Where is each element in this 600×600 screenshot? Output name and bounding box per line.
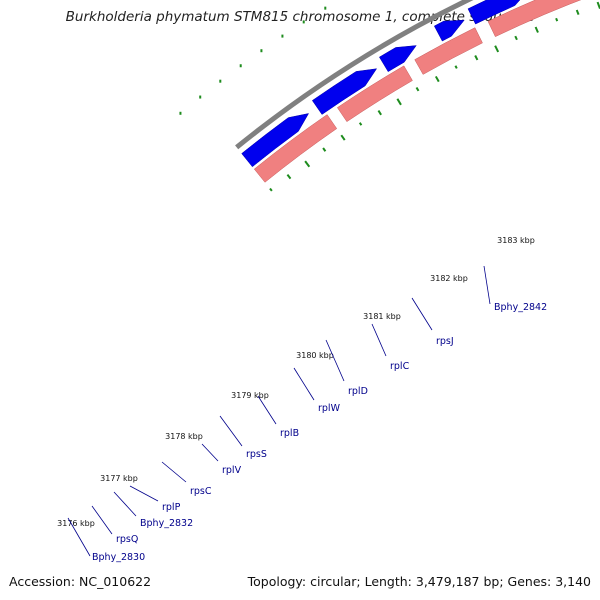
- gc-skew-mark: [454, 65, 458, 69]
- gc-skew-mark: [494, 45, 500, 53]
- gc-skew-mark: [286, 174, 292, 180]
- cds-feature: [379, 45, 417, 73]
- gc-skew-mark: [322, 147, 327, 152]
- cds-feature: [467, 0, 521, 25]
- cds-feature: [433, 19, 465, 42]
- gene-label-leader: [371, 323, 387, 357]
- tick-label: 3176 kbp: [57, 519, 95, 528]
- gene-label: Bphy_2830: [92, 552, 145, 563]
- gc-skew-mark: [179, 111, 182, 115]
- gc-skew-mark: [239, 64, 242, 68]
- gc-skew-mark: [396, 98, 402, 106]
- gc-skew-mark: [358, 122, 363, 126]
- gc-skew-mark: [534, 26, 539, 33]
- gc-skew-mark: [199, 95, 202, 99]
- tick-label: 3183 kbp: [497, 236, 535, 245]
- gene-label: rplB: [280, 428, 299, 439]
- gc-skew-mark: [575, 9, 580, 15]
- gene-label: rpsC: [190, 486, 212, 497]
- gc-skew-mark: [377, 110, 382, 116]
- gene-label: rpsS: [246, 449, 267, 460]
- gc-skew-track: [179, 1, 600, 192]
- gc-skew-mark: [219, 79, 222, 83]
- gene-feature: [487, 0, 582, 37]
- gene-label-leader: [483, 265, 491, 305]
- cds-feature: [311, 68, 378, 115]
- gene-label-leader: [257, 395, 277, 425]
- gene-label: rpsJ: [436, 336, 454, 347]
- gene-label-leader: [113, 491, 137, 517]
- accession-text: Accession: NC_010622: [9, 574, 152, 589]
- gene-label-leader: [293, 367, 315, 401]
- gene-label-leader: [91, 505, 113, 535]
- tick-label: 3179 kbp: [231, 391, 269, 400]
- gc-skew-mark: [281, 34, 284, 38]
- genome-summary: Topology: circular; Length: 3,479,187 bp…: [247, 574, 591, 589]
- position-ticks: 3176 kbp 3177 kbp 3178 kbp 3179 kbp 3180 kbp…: [57, 236, 535, 528]
- gc-skew-mark: [340, 134, 346, 141]
- gene-label: Bphy_2842: [494, 302, 547, 313]
- gc-skew-mark: [415, 86, 420, 92]
- gene-feature: [337, 65, 413, 123]
- gene-label: rpsQ: [116, 534, 138, 545]
- gc-skew-mark: [260, 49, 263, 53]
- gene-label-leader: [325, 339, 345, 382]
- tick-label: 3181 kbp: [363, 312, 401, 321]
- gene-label-leader: [161, 461, 187, 483]
- gc-skew-mark: [514, 35, 518, 41]
- gc-skew-mark: [324, 6, 327, 10]
- gene-label-leader: [67, 517, 91, 557]
- gene-feature: [253, 114, 338, 183]
- gene-label: Bphy_2832: [140, 518, 193, 529]
- cds-feature: [241, 113, 310, 168]
- gene-label-leader: [201, 443, 219, 462]
- gene-label-leader: [129, 485, 159, 502]
- cds-track: [241, 0, 521, 168]
- gene-label-leader: [411, 297, 433, 331]
- gene-feature: [414, 27, 483, 75]
- gene-label-leader: [219, 415, 243, 447]
- gene-label: rplW: [318, 403, 341, 414]
- gene-track: [253, 0, 582, 183]
- gene-label: rplD: [348, 386, 368, 397]
- gene-label: rplV: [222, 465, 242, 476]
- gc-skew-mark: [269, 187, 273, 192]
- gene-label: rplP: [162, 502, 181, 513]
- map-title: Burkholderia phymatum STM815 chromosome …: [65, 9, 535, 25]
- gc-skew-mark: [474, 55, 479, 61]
- tick-label: 3182 kbp: [430, 274, 468, 283]
- gene-label: rplC: [390, 361, 410, 372]
- tick-label: 3177 kbp: [100, 474, 138, 483]
- tick-label: 3178 kbp: [165, 432, 203, 441]
- gc-skew-mark: [302, 20, 305, 24]
- gc-skew-mark: [304, 160, 311, 168]
- tick-label: 3180 kbp: [296, 351, 334, 360]
- gc-skew-mark: [555, 17, 559, 22]
- gc-skew-mark: [434, 75, 440, 83]
